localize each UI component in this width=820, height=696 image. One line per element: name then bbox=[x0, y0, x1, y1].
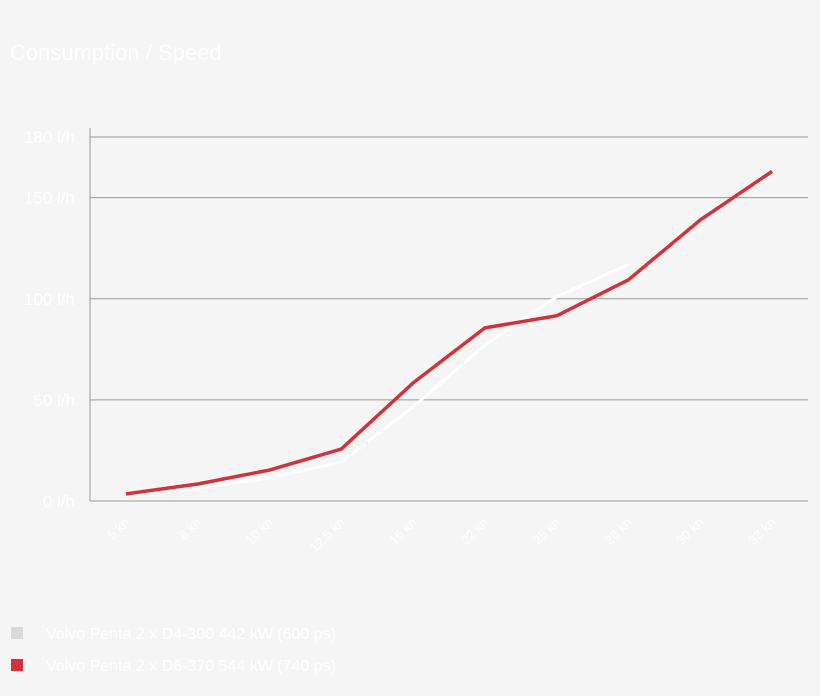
x-tick-label: 25 kn bbox=[530, 515, 563, 548]
x-tick-label: 16 kn bbox=[386, 515, 419, 548]
series-line bbox=[125, 263, 630, 496]
x-tick-label: 12.5 kn bbox=[307, 515, 348, 556]
legend-swatch bbox=[11, 627, 23, 639]
x-tick-label: 10 kn bbox=[243, 515, 276, 548]
x-tick-label: 5 kn bbox=[104, 515, 132, 543]
y-tick-label: 0 l/h bbox=[43, 492, 75, 511]
legend-label: Volvo Penta 2 x D4-300 442 kW (600 ps) bbox=[46, 626, 336, 643]
y-tick-label: 100 l/h bbox=[24, 290, 75, 309]
y-tick-label: 180 l/h bbox=[24, 128, 75, 147]
chart-title: Consumption / Speed bbox=[10, 40, 222, 65]
x-tick-label: 30 kn bbox=[673, 515, 706, 548]
y-tick-label: 150 l/h bbox=[24, 189, 75, 208]
x-tick-label: 28 kn bbox=[602, 515, 635, 548]
legend-swatch bbox=[11, 659, 23, 671]
x-tick-label: 33 kn bbox=[745, 515, 778, 548]
x-tick-label: 22 kn bbox=[458, 515, 491, 548]
legend-label: Volvo Penta 2 x D6-370 544 kW (740 ps) bbox=[46, 658, 336, 675]
y-tick-label: 50 l/h bbox=[33, 391, 75, 410]
x-tick-label: 8 kn bbox=[176, 515, 204, 543]
series-line bbox=[125, 169, 774, 496]
